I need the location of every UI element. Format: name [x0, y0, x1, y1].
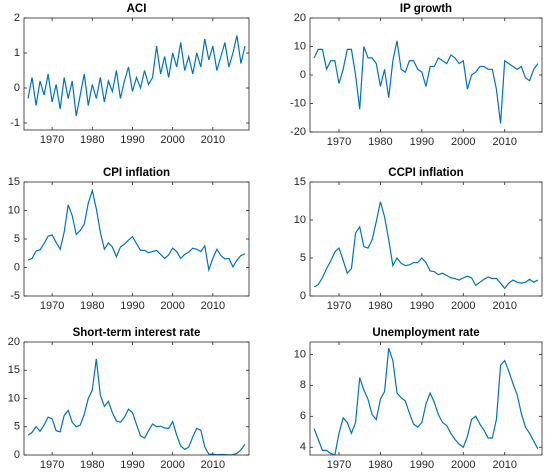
y-tick-label: 5 [14, 233, 20, 245]
x-tick-label: 2010 [201, 459, 225, 471]
y-tick-label: 20 [8, 336, 20, 348]
plot-area [313, 347, 539, 455]
y-tick-label: 15 [294, 176, 306, 188]
subplot: ACI 1970 1980 1990 2000 2010 -1 0 1 2 [10, 3, 250, 146]
plot-area [27, 35, 246, 117]
y-tick-label: 0 [300, 69, 306, 81]
x-tick-label: 2000 [160, 459, 184, 471]
x-tick-label: 2000 [451, 300, 475, 312]
plot-area [27, 358, 246, 455]
axes-box [309, 181, 543, 297]
y-tick-label: 0 [14, 261, 20, 273]
y-tick-label: 8 [300, 379, 306, 391]
x-tick-label: 1980 [368, 459, 392, 471]
axes-box [309, 341, 543, 456]
x-tick-label: 1980 [368, 300, 392, 312]
x-tick-label: 1990 [410, 300, 434, 312]
data-line [313, 201, 539, 290]
data-line [27, 35, 246, 117]
data-line [27, 358, 246, 455]
y-tick-label: 15 [8, 364, 20, 376]
y-tick-label: 0 [300, 290, 306, 302]
x-tick-label: 1970 [40, 134, 64, 146]
x-tick-label: 1970 [327, 136, 351, 148]
data-line [313, 347, 539, 455]
x-tick-label: 2000 [160, 134, 184, 146]
subplot: IP growth 1970 1980 1990 2000 2010 -20 -10 0 10 20 [290, 3, 543, 148]
y-tick-label: 10 [8, 204, 20, 216]
x-tick-label: 1990 [120, 459, 144, 471]
y-tick-label: 15 [8, 176, 20, 188]
axes-box [309, 17, 543, 133]
y-tick-label: 1 [14, 47, 20, 59]
x-tick-label: 2010 [201, 300, 225, 312]
x-tick-label: 1990 [120, 300, 144, 312]
y-tick-label: -20 [290, 126, 306, 138]
plot-area [313, 40, 539, 124]
x-tick-label: 1970 [327, 300, 351, 312]
subplot-title: IP growth [400, 3, 452, 15]
subplot-title: CPI inflation [103, 167, 170, 179]
subplot: CPI inflation 1970 1980 1990 2000 2010 -5 0 5 10 1… [8, 167, 250, 312]
x-tick-label: 2010 [492, 300, 516, 312]
x-tick-label: 1980 [80, 134, 104, 146]
subplot-title: Unemployment rate [372, 327, 479, 339]
y-tick-label: 4 [300, 441, 306, 453]
x-tick-label: 1970 [40, 459, 64, 471]
x-tick-label: 1980 [80, 459, 104, 471]
x-tick-label: 1980 [368, 136, 392, 148]
x-tick-label: 1970 [40, 300, 64, 312]
x-tick-label: 1990 [120, 134, 144, 146]
y-tick-label: 5 [300, 252, 306, 264]
x-tick-label: 1990 [410, 459, 434, 471]
y-tick-label: 0 [14, 449, 20, 461]
y-tick-label: 5 [14, 421, 20, 433]
subplot-title: Short-term interest rate [73, 327, 201, 339]
x-tick-label: 2010 [492, 459, 516, 471]
subplot-title: CCPI inflation [388, 167, 463, 179]
subplot-title: ACI [127, 3, 147, 15]
y-tick-label: -10 [290, 97, 306, 109]
x-tick-label: 2000 [451, 459, 475, 471]
y-tick-label: 10 [294, 40, 306, 52]
axes-box [23, 181, 250, 297]
plot-area [313, 201, 539, 290]
subplot: CCPI inflation 1970 1980 1990 2000 2010 0 5 10 15 [294, 167, 543, 312]
y-tick-label: 10 [294, 348, 306, 360]
y-tick-label: -1 [10, 117, 20, 129]
data-line [313, 40, 539, 124]
y-tick-label: 2 [14, 12, 20, 24]
x-tick-label: 1980 [80, 300, 104, 312]
subplot: Unemployment rate 1970 1980 1990 2000 2010 4 6 8… [294, 327, 543, 471]
data-line [27, 188, 246, 273]
x-tick-label: 1970 [327, 459, 351, 471]
axes-box [23, 341, 250, 456]
y-tick-label: -5 [10, 290, 20, 302]
x-tick-label: 2010 [201, 134, 225, 146]
x-tick-label: 2000 [160, 300, 184, 312]
y-tick-label: 10 [294, 214, 306, 226]
x-tick-label: 2010 [492, 136, 516, 148]
y-tick-label: 20 [294, 12, 306, 24]
y-tick-label: 0 [14, 82, 20, 94]
x-tick-label: 2000 [451, 136, 475, 148]
y-tick-label: 6 [300, 410, 306, 422]
axes-box [23, 17, 250, 131]
plot-area [27, 188, 246, 273]
x-tick-label: 1990 [410, 136, 434, 148]
y-tick-label: 10 [8, 392, 20, 404]
subplot: Short-term interest rate 1970 1980 1990 2000… [8, 327, 250, 471]
